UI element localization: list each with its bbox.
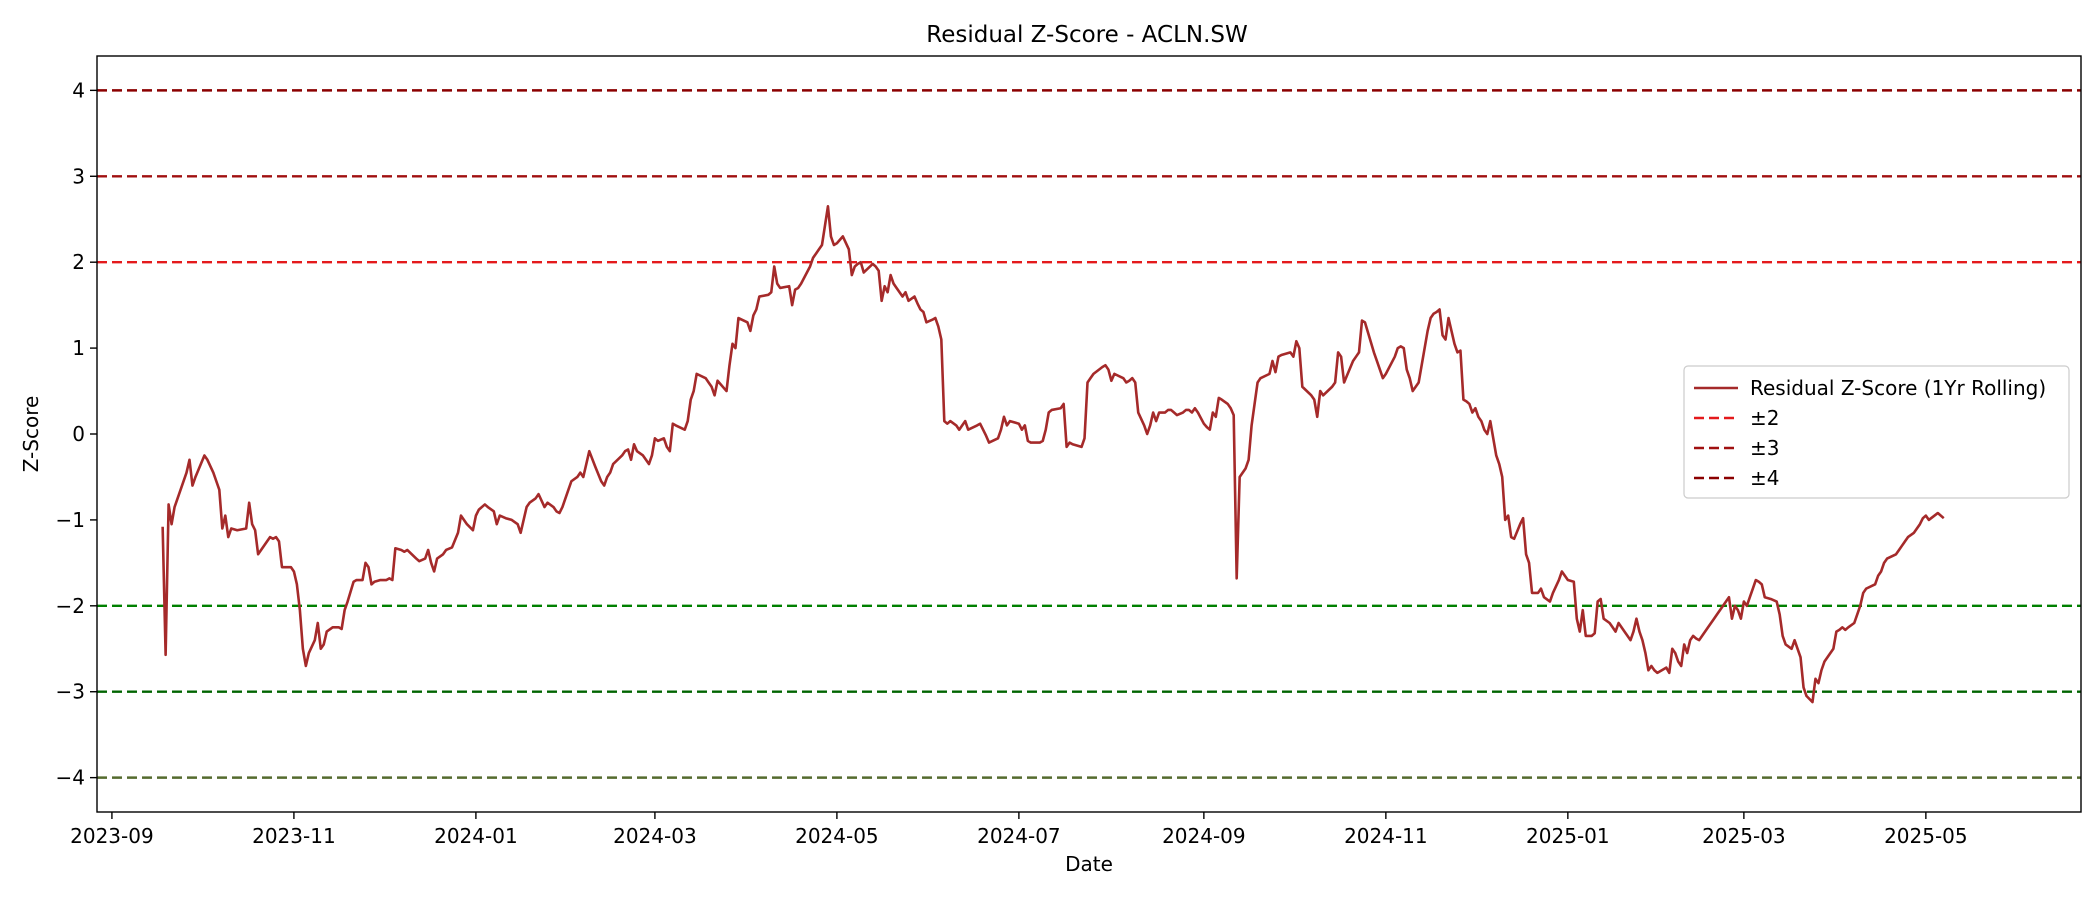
series-layer	[161, 205, 1945, 704]
y-tick-label: −1	[56, 508, 85, 532]
legend-box	[1683, 365, 2070, 499]
legend-label-pm2: ±2	[1750, 406, 1779, 430]
x-tick-label: 2024-11	[1344, 824, 1428, 848]
x-tick-label: 2023-11	[252, 824, 336, 848]
legend: Residual Z-Score (1Yr Rolling) ±2 ±3 ±4	[1683, 365, 2070, 499]
y-tick-label: 4	[72, 78, 85, 102]
legend-label-pm3: ±3	[1750, 436, 1779, 460]
y-tick-label: 3	[72, 164, 85, 188]
x-tick-label: 2024-01	[434, 824, 518, 848]
y-tick-label: −4	[56, 766, 85, 790]
y-tick-label: 1	[72, 336, 85, 360]
x-tick-label: 2024-09	[1162, 824, 1246, 848]
x-tick-label: 2025-05	[1884, 824, 1968, 848]
legend-label-pm4: ±4	[1750, 466, 1779, 490]
y-tick-label: −2	[56, 594, 85, 618]
x-axis-ticks: 2023-09 2023-11 2024-01 2024-03 2024-05 2024-…	[70, 812, 1968, 848]
chart-title: Residual Z-Score - ACLN.SW	[926, 22, 1248, 48]
x-tick-label: 2025-01	[1526, 824, 1610, 848]
legend-label-series: Residual Z-Score (1Yr Rolling)	[1750, 376, 2046, 400]
x-tick-label: 2024-03	[613, 824, 697, 848]
y-axis-label: Z-Score	[19, 396, 43, 473]
y-tick-label: 0	[72, 422, 85, 446]
x-tick-label: 2024-07	[977, 824, 1061, 848]
series-line-residual-zscore	[161, 205, 1945, 704]
y-tick-label: −3	[56, 680, 85, 704]
x-tick-label: 2023-09	[70, 824, 154, 848]
threshold-lines	[97, 89, 2081, 779]
x-tick-label: 2024-05	[795, 824, 879, 848]
x-axis-label: Date	[1065, 852, 1113, 876]
x-tick-label: 2025-03	[1702, 824, 1786, 848]
y-axis-ticks: 4 3 2 1 0 −1 −2 −3 −4	[56, 78, 97, 790]
y-tick-label: 2	[72, 250, 85, 274]
